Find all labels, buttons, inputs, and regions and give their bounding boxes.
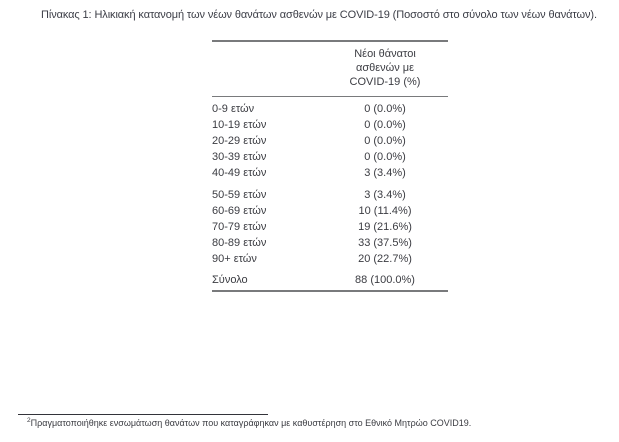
age-group-label: 70-79 ετών [212,221,267,233]
table-caption: Πίνακας 1: Ηλικιακή κατανομή των νέων θα… [41,9,597,21]
age-group-label: 0-9 ετών [212,103,255,115]
value-header-line: ασθενών με [355,62,415,74]
age-group-label: 10-19 ετών [212,119,267,131]
table-row: 70-79 ετών 19 (21.6%) [212,219,448,235]
age-group-label: 90+ ετών [212,253,257,265]
table-row: 10-19 ετών 0 (0.0%) [212,117,448,133]
deaths-value: 20 (22.7%) [358,253,412,265]
table-row: 60-69 ετών 10 (11.4%) [212,203,448,219]
age-distribution-table: Νέοι θάνατοι ασθενών με COVID-19 (%) 0-9… [212,40,448,292]
table-group-under-50: 0-9 ετών 0 (0.0%) 10-19 ετών 0 (0.0%) 20… [212,97,448,181]
table-row: 40-49 ετών 3 (3.4%) [212,165,448,181]
age-group-label: 60-69 ετών [212,205,267,217]
footnote: 2Πραγματοποιήθηκε ενσωμάτωση θανάτων που… [27,417,587,429]
deaths-value: 3 (3.4%) [364,167,406,179]
deaths-value: 0 (0.0%) [364,119,406,131]
total-label: Σύνολο [212,274,248,286]
age-group-label: 50-59 ετών [212,189,267,201]
table-row: 90+ ετών 20 (22.7%) [212,251,448,267]
table-row: 30-39 ετών 0 (0.0%) [212,149,448,165]
age-group-label: 20-29 ετών [212,135,267,147]
deaths-value: 19 (21.6%) [358,221,412,233]
table-row: 0-9 ετών 0 (0.0%) [212,101,448,117]
value-header-line: Νέοι θάνατοι [354,48,416,60]
age-column-header-empty [212,47,322,89]
deaths-value: 33 (37.5%) [358,237,412,249]
table-row: 50-59 ετών 3 (3.4%) [212,187,448,203]
deaths-value: 0 (0.0%) [364,135,406,147]
age-group-label: 30-39 ετών [212,151,267,163]
value-header-line: COVID-19 (%) [349,76,421,88]
table-total-row: Σύνολο 88 (100.0%) [212,272,448,288]
table-header-row: Νέοι θάνατοι ασθενών με COVID-19 (%) [212,42,448,97]
deaths-value: 0 (0.0%) [364,151,406,163]
footnote-separator [18,414,268,415]
footnote-text: Πραγματοποιήθηκε ενσωμάτωση θανάτων που … [30,418,472,428]
footnote-marker: 2 [27,417,31,424]
deaths-value: 3 (3.4%) [364,189,406,201]
table-row: 20-29 ετών 0 (0.0%) [212,133,448,149]
deaths-value: 0 (0.0%) [364,103,406,115]
total-value: 88 (100.0%) [355,274,415,286]
deaths-value: 10 (11.4%) [358,205,412,217]
age-group-label: 80-89 ετών [212,237,267,249]
table-row: 80-89 ετών 33 (37.5%) [212,235,448,251]
value-column-header: Νέοι θάνατοι ασθενών με COVID-19 (%) [322,47,448,89]
table-group-50-plus: 50-59 ετών 3 (3.4%) 60-69 ετών 10 (11.4%… [212,183,448,267]
age-group-label: 40-49 ετών [212,167,267,179]
